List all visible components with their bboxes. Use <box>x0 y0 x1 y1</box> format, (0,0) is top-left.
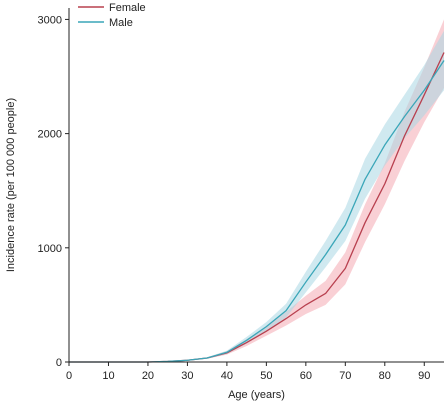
x-tick-label: 60 <box>300 370 312 382</box>
legend: Female Male <box>78 2 146 29</box>
male-series-line <box>69 60 445 363</box>
y-ticks: 0 1000 2000 3000 <box>38 14 69 369</box>
x-tick-label: 20 <box>142 370 154 382</box>
x-tick-label: 90 <box>418 370 430 382</box>
x-tick-label: 10 <box>102 370 114 382</box>
x-axis-title: Age (years) <box>228 389 285 401</box>
x-tick-label: 30 <box>181 370 193 382</box>
female-confidence-band <box>69 19 444 363</box>
x-tick-label: 40 <box>221 370 233 382</box>
female-series-line <box>69 52 445 363</box>
confidence-bands <box>69 19 444 363</box>
x-tick-label: 50 <box>260 370 272 382</box>
x-tick-label: 0 <box>66 370 72 382</box>
y-tick-label: 0 <box>56 357 62 369</box>
axes <box>68 8 444 363</box>
y-tick-label: 1000 <box>38 243 62 255</box>
y-axis-title: Incidence rate (per 100 000 people) <box>5 98 17 272</box>
legend-label-female: Female <box>109 2 146 14</box>
x-tick-label: 80 <box>379 370 391 382</box>
y-tick-label: 2000 <box>38 129 62 141</box>
series-lines <box>69 52 445 363</box>
y-tick-label: 3000 <box>38 14 62 26</box>
x-ticks: 0 10 20 30 40 50 60 70 80 90 <box>66 362 430 382</box>
legend-label-male: Male <box>109 17 133 29</box>
x-tick-label: 70 <box>339 370 351 382</box>
